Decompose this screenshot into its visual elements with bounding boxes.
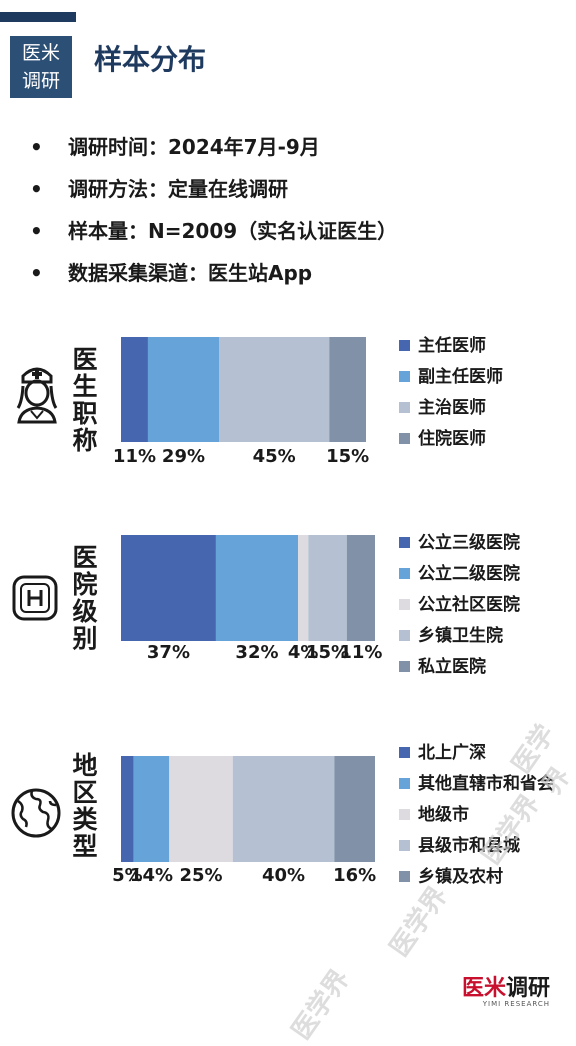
legend-swatch bbox=[399, 840, 410, 851]
legend-swatch bbox=[399, 537, 410, 548]
legend-item: 乡镇卫生院 bbox=[399, 623, 520, 654]
data-label: 5% bbox=[112, 865, 143, 886]
legend-item: 副主任医师 bbox=[399, 364, 503, 395]
data-label: 29% bbox=[162, 446, 205, 467]
data-label: 14% bbox=[130, 865, 173, 886]
legend-label: 公立三级医院 bbox=[418, 533, 520, 553]
badge-line-2: 调研 bbox=[21, 70, 60, 92]
bar-segment bbox=[308, 535, 347, 641]
survey-info-list: 调研时间：2024年7月-9月 调研方法：定量在线调研 样本量：N=2009（实… bbox=[30, 130, 397, 298]
legend-swatch bbox=[399, 871, 410, 882]
data-label: 32% bbox=[235, 642, 278, 663]
legend-region: 北上广深其他直辖市和省会 地级市县级市和县城 乡镇及农村 bbox=[399, 740, 554, 895]
bar-segment bbox=[346, 535, 375, 641]
legend-item: 公立三级医院 bbox=[399, 530, 520, 561]
data-label: 11% bbox=[339, 642, 382, 663]
legend-swatch bbox=[399, 402, 410, 413]
logo-subtext: YIMI RESEARCH bbox=[482, 1000, 551, 1008]
header-accent-bar bbox=[0, 12, 76, 22]
data-label: 16% bbox=[333, 865, 376, 886]
legend-level: 公立三级医院 公立二级医院 公立社区医院 乡镇卫生院私立医院 bbox=[399, 530, 520, 685]
page-title: 样本分布 bbox=[94, 43, 207, 76]
legend-swatch bbox=[399, 371, 410, 382]
logo-text-red: 医米 bbox=[462, 975, 507, 1001]
legend-label: 乡镇及农村 bbox=[418, 867, 503, 887]
legend-item: 乡镇及农村 bbox=[399, 864, 554, 895]
badge-line-1: 医米 bbox=[21, 42, 60, 64]
data-label: 37% bbox=[147, 642, 190, 663]
legend-item: 住院医师 bbox=[399, 426, 503, 457]
legend-item: 地级市 bbox=[399, 802, 554, 833]
legend-swatch bbox=[399, 630, 410, 641]
legend-item: 县级市和县城 bbox=[399, 833, 554, 864]
category-title-level: 医院级别 bbox=[72, 543, 98, 653]
info-item: 样本量：N=2009（实名认证医生） bbox=[30, 214, 397, 256]
legend-label: 主治医师 bbox=[418, 398, 486, 418]
legend-swatch bbox=[399, 433, 410, 444]
legend-swatch bbox=[399, 747, 410, 758]
bar-segment bbox=[169, 756, 233, 862]
yimi-research-logo: 医米调研 YIMI RESEARCH bbox=[462, 970, 550, 1008]
bar-segment bbox=[329, 337, 366, 442]
legend-swatch bbox=[399, 568, 410, 579]
bar-segment bbox=[219, 337, 330, 442]
legend-label: 其他直辖市和省会 bbox=[418, 774, 554, 794]
bar-segment bbox=[334, 756, 375, 862]
legend-swatch bbox=[399, 661, 410, 672]
bar-segment bbox=[121, 337, 148, 442]
legend-swatch bbox=[399, 778, 410, 789]
bar-segment bbox=[121, 535, 216, 641]
brand-badge: 医米 调研 bbox=[10, 36, 72, 98]
legend-swatch bbox=[399, 599, 410, 610]
legend-label: 公立二级医院 bbox=[418, 564, 520, 584]
category-title-region: 地区类型 bbox=[72, 751, 98, 861]
legend-item: 公立二级医院 bbox=[399, 561, 520, 592]
bar-segment bbox=[298, 535, 309, 641]
legend-item: 北上广深 bbox=[399, 740, 554, 771]
legend-label: 副主任医师 bbox=[418, 367, 503, 387]
legend-label: 主任医师 bbox=[418, 336, 486, 356]
legend-swatch bbox=[399, 809, 410, 820]
data-label: 45% bbox=[253, 446, 296, 467]
data-label: 11% bbox=[113, 446, 156, 467]
legend-label: 私立医院 bbox=[418, 657, 486, 677]
legend-title: 主任医师副主任医师主治医师住院医师 bbox=[399, 333, 503, 457]
bar-segment bbox=[215, 535, 299, 641]
info-item: 调研时间：2024年7月-9月 bbox=[30, 130, 397, 172]
info-item: 数据采集渠道：医生站App bbox=[30, 256, 397, 298]
bar-segment bbox=[121, 756, 134, 862]
data-label: 25% bbox=[179, 865, 222, 886]
legend-label: 县级市和县城 bbox=[418, 836, 520, 856]
logo-text-dark: 调研 bbox=[506, 975, 551, 1001]
legend-item: 主任医师 bbox=[399, 333, 503, 364]
legend-label: 公立社区医院 bbox=[418, 595, 520, 615]
legend-label: 住院医师 bbox=[418, 429, 486, 449]
stacked-bar-charts: 11% 29% 45% 15%37% 32% 4%15%11%5%14% 25% 40% 16% bbox=[112, 337, 382, 886]
bar-segment bbox=[147, 337, 219, 442]
data-label: 4% bbox=[288, 642, 319, 663]
data-label: 15% bbox=[306, 642, 349, 663]
legend-swatch bbox=[399, 340, 410, 351]
legend-item: 主治医师 bbox=[399, 395, 503, 426]
legend-label: 地级市 bbox=[418, 805, 469, 825]
legend-item: 其他直辖市和省会 bbox=[399, 771, 554, 802]
legend-label: 北上广深 bbox=[418, 743, 486, 763]
bar-segment bbox=[232, 756, 335, 862]
info-item: 调研方法：定量在线调研 bbox=[30, 172, 397, 214]
nurse-icon bbox=[16, 367, 58, 424]
data-label: 15% bbox=[326, 446, 369, 467]
category-title-title: 医生职称 bbox=[72, 345, 98, 455]
legend-item: 私立医院 bbox=[399, 654, 520, 685]
legend-label: 乡镇卫生院 bbox=[418, 626, 503, 646]
bar-segment bbox=[133, 756, 170, 862]
hospital-icon bbox=[12, 575, 58, 621]
globe-icon bbox=[11, 788, 61, 838]
legend-item: 公立社区医院 bbox=[399, 592, 520, 623]
data-label: 40% bbox=[262, 865, 305, 886]
